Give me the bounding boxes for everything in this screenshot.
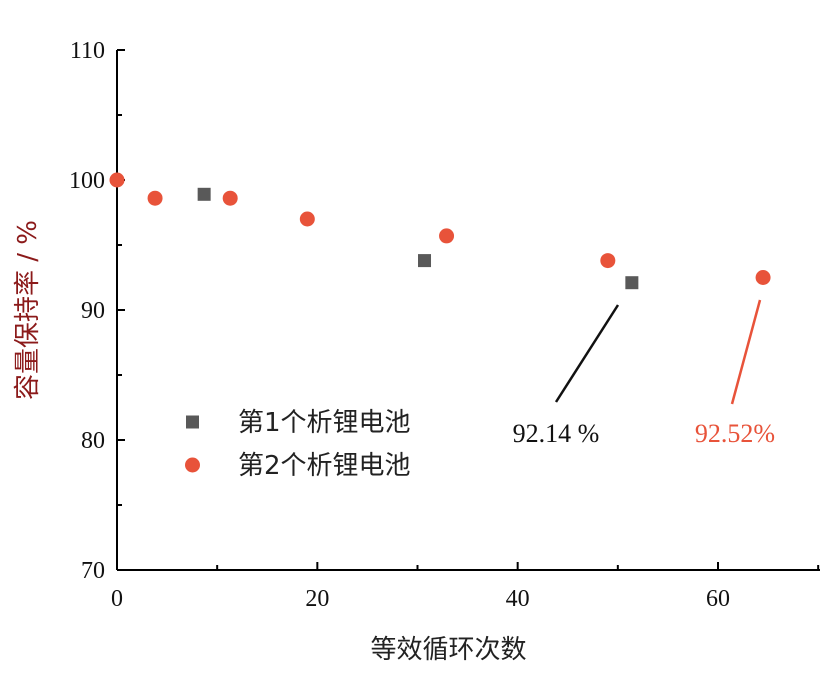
marks xyxy=(109,172,771,290)
series-2-point xyxy=(755,270,771,285)
x-tick-label: 0 xyxy=(111,586,123,612)
annotation-label-2: 92.52% xyxy=(695,419,775,448)
series-1-point xyxy=(418,254,432,268)
y-tick-label: 110 xyxy=(70,38,105,64)
series-2-point xyxy=(109,172,125,188)
legend-label-2: 第2个析锂电池 xyxy=(238,451,411,481)
x-tick-label: 20 xyxy=(305,586,329,612)
legend-label-1: 第1个析锂电池 xyxy=(238,408,411,438)
series-2-point xyxy=(222,190,238,206)
series-2-point xyxy=(600,253,616,269)
legend-marker-1 xyxy=(186,415,199,429)
y-tick-label: 90 xyxy=(81,298,105,324)
x-tick-label: 60 xyxy=(706,586,730,612)
y-tick-label: 100 xyxy=(69,168,105,194)
annotation-leader-1 xyxy=(554,304,620,403)
x-tick-label: 40 xyxy=(506,586,530,612)
series-2-point xyxy=(299,211,315,227)
legend-marker-2 xyxy=(185,457,200,473)
series-2-point xyxy=(439,228,455,244)
series-2-point xyxy=(147,190,163,206)
series-1-point xyxy=(625,276,639,290)
y-tick-label: 80 xyxy=(81,428,105,454)
y-axis-title: 容量保持率 / % xyxy=(13,220,43,400)
series-1-point xyxy=(197,187,211,201)
annotation-leader-2 xyxy=(730,299,762,405)
y-tick-label: 70 xyxy=(81,558,105,584)
annotations: 92.14 % 92.52% xyxy=(513,299,775,448)
x-axis-title: 等效循环次数 xyxy=(370,635,526,665)
axes: 70 80 90 100 110 0 20 40 60 等效循环次数 容量保持率 / % xyxy=(13,38,820,665)
annotation-label-1: 92.14 % xyxy=(513,419,600,448)
